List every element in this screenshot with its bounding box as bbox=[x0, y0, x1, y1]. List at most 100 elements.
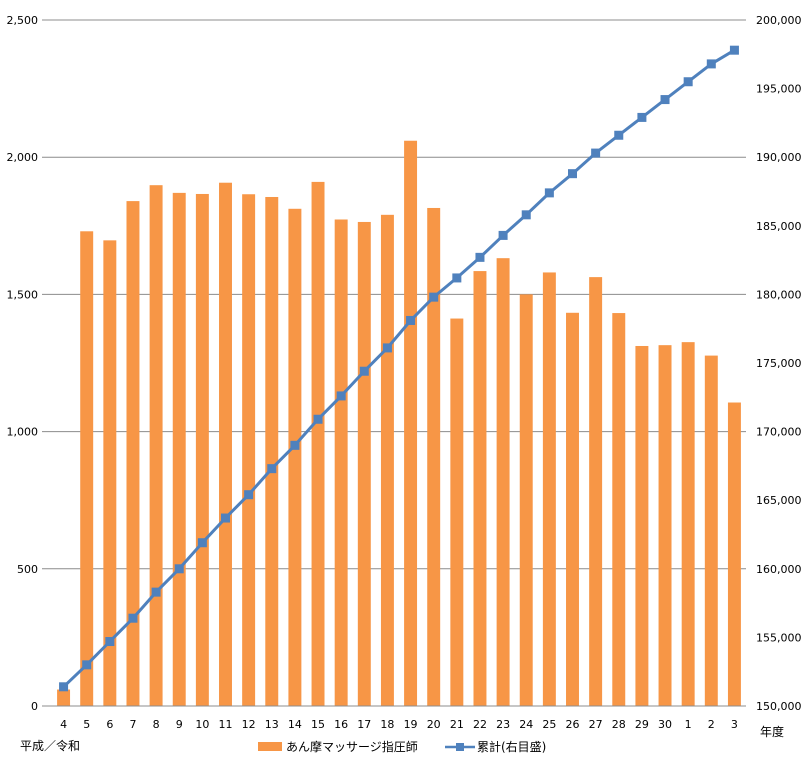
x-tick-label: 13 bbox=[265, 718, 279, 731]
y-left-tick-label: 2,500 bbox=[7, 14, 39, 27]
line-point bbox=[382, 343, 392, 353]
line-point bbox=[290, 440, 300, 450]
line-point bbox=[637, 112, 647, 122]
x-tick-label: 22 bbox=[473, 718, 487, 731]
line-point bbox=[544, 188, 554, 198]
bar bbox=[542, 272, 556, 706]
x-tick-label: 15 bbox=[311, 718, 325, 731]
bar bbox=[380, 214, 394, 706]
x-tick-label: 7 bbox=[129, 718, 136, 731]
y-left-tick-label: 0 bbox=[31, 700, 38, 713]
bar bbox=[473, 271, 487, 706]
x-tick-label: 8 bbox=[153, 718, 160, 731]
y-right-tick-label: 190,000 bbox=[756, 151, 802, 164]
x-era-label: 平成／令和 bbox=[20, 738, 80, 753]
x-tick-label: 6 bbox=[106, 718, 113, 731]
legend: あん摩マッサージ指圧師 累計(右目盛) bbox=[258, 739, 546, 754]
bar bbox=[172, 192, 186, 706]
y-right-tick-label: 185,000 bbox=[756, 220, 802, 233]
bar bbox=[519, 294, 533, 706]
y-right-tick-label: 160,000 bbox=[756, 563, 802, 576]
bar bbox=[103, 240, 117, 706]
bar bbox=[427, 207, 441, 707]
line-point bbox=[105, 637, 115, 647]
bar bbox=[404, 140, 418, 707]
x-tick-label: 14 bbox=[288, 718, 302, 731]
y-left-tick-label: 2,000 bbox=[7, 151, 39, 164]
line-point bbox=[82, 660, 92, 670]
bar bbox=[149, 185, 163, 707]
legend-label-line: 累計(右目盛) bbox=[477, 739, 546, 754]
bar bbox=[704, 355, 718, 706]
x-tick-label: 25 bbox=[542, 718, 556, 731]
x-tick-label: 27 bbox=[589, 718, 603, 731]
legend-swatch-bar bbox=[258, 742, 282, 751]
x-tick-label: 3 bbox=[731, 718, 738, 731]
x-tick-label: 23 bbox=[496, 718, 510, 731]
legend-swatch-marker bbox=[456, 743, 464, 751]
line-point bbox=[452, 273, 462, 283]
line-point bbox=[128, 613, 138, 623]
bar bbox=[80, 231, 94, 706]
bar bbox=[219, 182, 232, 707]
line-point bbox=[706, 59, 716, 69]
bar bbox=[357, 221, 371, 706]
line-point bbox=[59, 682, 69, 692]
line-point bbox=[429, 292, 439, 302]
line-point bbox=[614, 130, 624, 140]
x-tick-label: 2 bbox=[708, 718, 715, 731]
x-tick-label: 17 bbox=[357, 718, 371, 731]
x-tick-label: 21 bbox=[450, 718, 464, 731]
line-point bbox=[359, 366, 369, 376]
y-left-tick-label: 500 bbox=[17, 563, 38, 576]
y-right-tick-label: 165,000 bbox=[756, 494, 802, 507]
x-tick-label: 26 bbox=[566, 718, 580, 731]
bar bbox=[126, 201, 140, 706]
bar bbox=[334, 219, 348, 706]
x-tick-label: 30 bbox=[658, 718, 672, 731]
line-point bbox=[591, 148, 601, 158]
bar bbox=[566, 312, 579, 706]
x-tick-label: 4 bbox=[60, 718, 67, 731]
x-tick-label: 12 bbox=[242, 718, 256, 731]
line-point bbox=[498, 230, 508, 240]
line-point bbox=[221, 513, 230, 523]
line-point bbox=[660, 95, 670, 105]
bar bbox=[311, 181, 325, 706]
line-point bbox=[197, 538, 207, 548]
bar bbox=[727, 402, 741, 706]
x-unit-label: 年度 bbox=[760, 724, 784, 739]
line-point bbox=[521, 210, 531, 220]
line-point bbox=[174, 564, 184, 574]
line-point bbox=[267, 464, 277, 474]
line-point bbox=[568, 169, 577, 179]
axes: 05001,0001,5002,0002,500150,000155,00016… bbox=[7, 14, 802, 731]
x-tick-label: 10 bbox=[195, 718, 209, 731]
y-right-tick-label: 150,000 bbox=[756, 700, 802, 713]
y-right-tick-label: 195,000 bbox=[756, 83, 802, 96]
x-tick-label: 18 bbox=[380, 718, 394, 731]
bar bbox=[681, 342, 695, 706]
bar bbox=[450, 318, 464, 706]
y-right-tick-label: 175,000 bbox=[756, 357, 802, 370]
line-point bbox=[313, 414, 323, 424]
x-tick-label: 20 bbox=[427, 718, 441, 731]
line-point bbox=[406, 315, 416, 325]
x-tick-label: 1 bbox=[685, 718, 692, 731]
bar bbox=[288, 208, 302, 706]
bar bbox=[57, 689, 71, 706]
x-tick-label: 11 bbox=[219, 718, 233, 731]
line-point bbox=[336, 391, 346, 401]
bar bbox=[658, 345, 672, 706]
legend-label-bar: あん摩マッサージ指圧師 bbox=[286, 739, 418, 754]
y-left-tick-label: 1,500 bbox=[7, 288, 39, 301]
bar bbox=[612, 313, 626, 706]
bar-series bbox=[57, 140, 741, 707]
line-point bbox=[729, 45, 739, 55]
line-point bbox=[683, 77, 693, 87]
y-left-tick-label: 1,000 bbox=[7, 426, 39, 439]
x-tick-label: 29 bbox=[635, 718, 649, 731]
line-point bbox=[151, 587, 161, 597]
